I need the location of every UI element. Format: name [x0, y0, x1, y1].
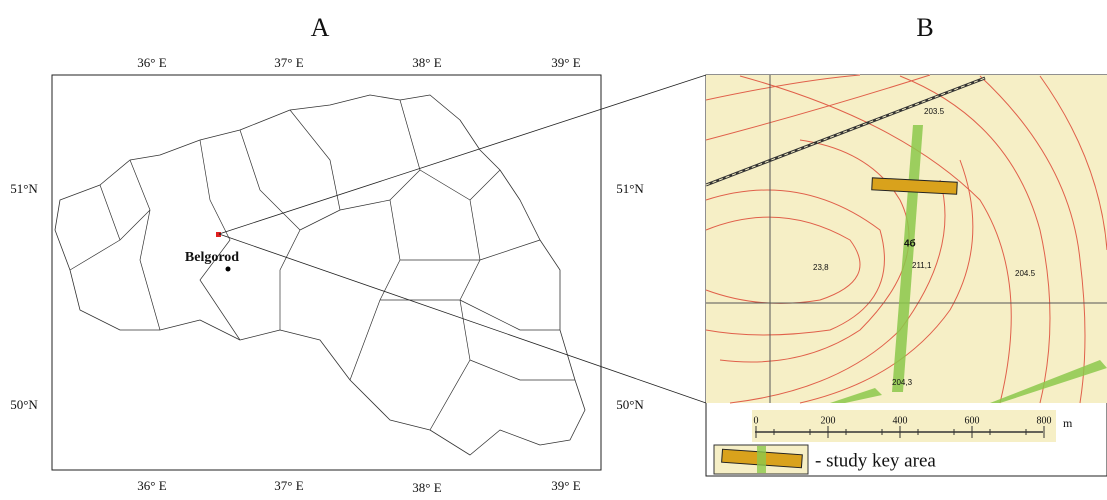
- scale-unit: m: [1063, 416, 1073, 430]
- lon-label: 39° E: [551, 55, 580, 70]
- spot-height: 4б: [904, 238, 916, 250]
- city-label: Belgorod: [185, 250, 239, 265]
- lon-labels-bottom: 36° E 37° E 38° E 39° E: [137, 478, 580, 495]
- lon-label: 38° E: [412, 480, 441, 495]
- lon-label: 39° E: [551, 478, 580, 493]
- scale-label: 400: [893, 415, 908, 426]
- lat-label: 51°N: [10, 181, 38, 196]
- lat-label: 50°N: [616, 397, 644, 412]
- legend-transect: [757, 446, 766, 473]
- spot-height: 204.5: [1015, 269, 1036, 278]
- panel-title: B: [916, 13, 933, 42]
- lon-labels-top: 36° E 37° E 38° E 39° E: [137, 55, 580, 70]
- scale-label: 0: [754, 415, 759, 426]
- figure: A B Belgorod 36° E 37° E 38° E 39° E 36°…: [0, 0, 1107, 495]
- panel-title: A: [311, 13, 330, 42]
- map-frame: [52, 75, 601, 470]
- lat-label: 51°N: [616, 181, 644, 196]
- spot-height: 204,3: [892, 378, 913, 387]
- lon-label: 37° E: [274, 478, 303, 493]
- spot-height: 23,8: [813, 263, 829, 272]
- lon-label: 36° E: [137, 55, 166, 70]
- lon-label: 36° E: [137, 478, 166, 493]
- lat-label: 50°N: [10, 397, 38, 412]
- spot-height: 211,1: [912, 261, 932, 270]
- scale-label: 200: [821, 415, 836, 426]
- spot-height: 203.5: [924, 107, 945, 116]
- scale-label: 800: [1037, 415, 1052, 426]
- scale-label: 600: [965, 415, 980, 426]
- lon-label: 37° E: [274, 55, 303, 70]
- legend-label: - study key area: [815, 450, 936, 471]
- city-marker: [226, 267, 231, 272]
- lon-label: 38° E: [412, 55, 441, 70]
